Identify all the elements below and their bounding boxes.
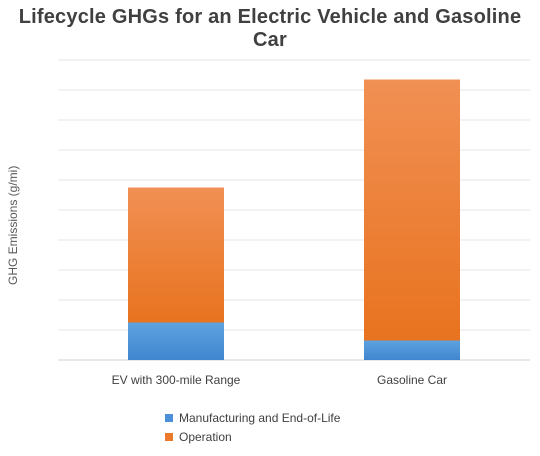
bar-manufacturing-1 <box>364 340 460 360</box>
bar-manufacturing-0 <box>128 322 224 360</box>
legend-label-manufacturing: Manufacturing and End-of-Life <box>179 410 341 425</box>
legend-label-operation: Operation <box>179 429 232 444</box>
chart-title: Lifecycle GHGs for an Electric Vehicle a… <box>18 6 522 51</box>
x-tick-label: EV with 300-mile Range <box>112 373 241 387</box>
bar-operation-0 <box>128 187 224 323</box>
legend-swatch-orange <box>165 432 173 441</box>
legend: Manufacturing and End-of-Life Operation <box>165 408 340 446</box>
legend-item-manufacturing: Manufacturing and End-of-Life <box>165 408 340 427</box>
bar-operation-1 <box>364 79 460 341</box>
legend-swatch-blue <box>165 413 173 422</box>
x-tick-label: Gasoline Car <box>377 373 447 387</box>
legend-item-operation: Operation <box>165 427 340 446</box>
